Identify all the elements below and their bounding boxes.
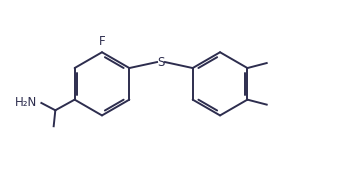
Text: S: S [157, 56, 165, 69]
Text: H₂N: H₂N [15, 96, 37, 109]
Text: F: F [99, 35, 105, 48]
